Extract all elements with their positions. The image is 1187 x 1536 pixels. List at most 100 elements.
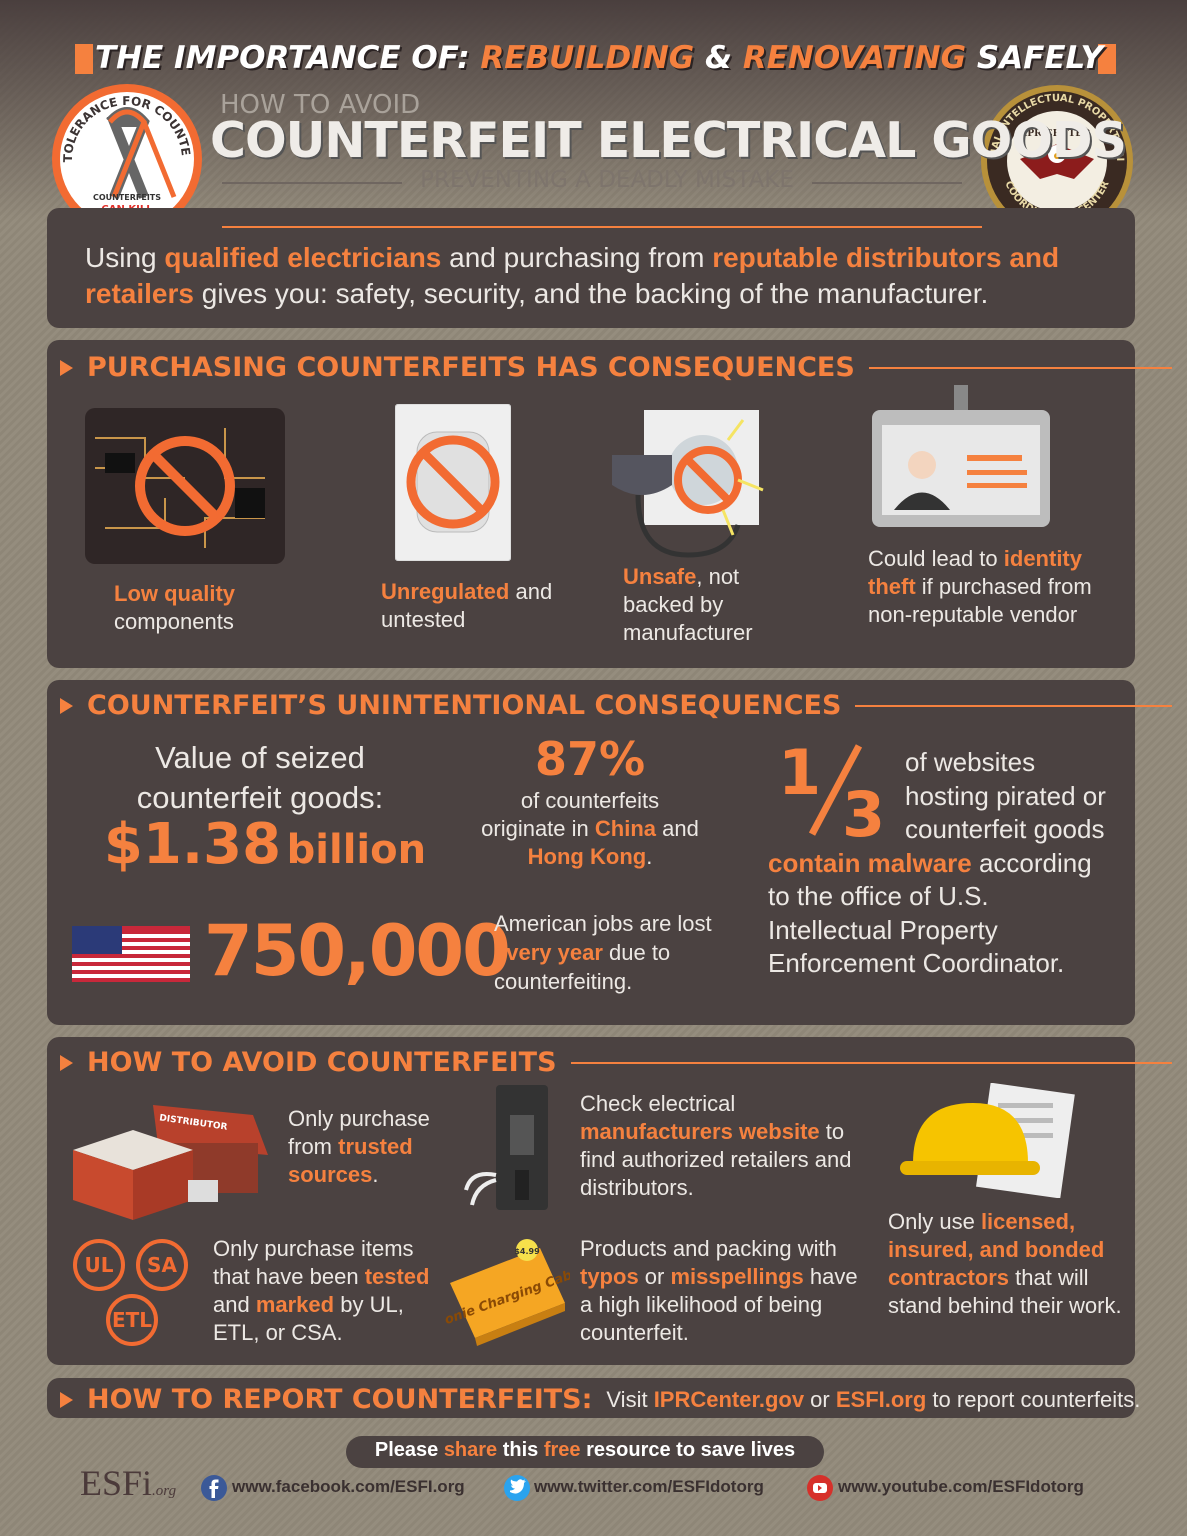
arrow: [60, 1054, 73, 1071]
text: Visit: [606, 1386, 654, 1412]
text: Only purchase items that have been: [213, 1236, 414, 1289]
text: Please: [374, 1439, 444, 1461]
item-text: Unregulated and untested: [381, 578, 561, 634]
text: and untested: [381, 579, 553, 632]
numerator: 1: [778, 736, 822, 809]
highlight-text: qualified electricians: [164, 242, 442, 273]
title: COUNTERFEIT ELECTRICAL GOODS: [210, 112, 1127, 169]
section-heading: COUNTERFEIT’S UNINTENTIONAL CONSEQUENCES: [60, 690, 1172, 721]
section-heading: HOW TO REPORT COUNTERFEITS: Visit IPRCen…: [60, 1384, 1140, 1415]
text: by UL, ETL, or CSA.: [213, 1292, 404, 1345]
text: resource to save lives: [580, 1439, 796, 1461]
text: Only use: [888, 1209, 981, 1234]
text: gives you: safety, security, and the bac…: [193, 278, 989, 309]
text: of websites hosting pirated or counterfe…: [905, 747, 1106, 844]
badge-text: IPR CENTER: [1023, 127, 1092, 139]
kicker: HOW TO AVOID: [220, 90, 421, 120]
highlight-text: trusted sources: [288, 1134, 413, 1187]
text: THE IMPORTANCE OF:: [95, 40, 481, 76]
text: this: [497, 1439, 544, 1461]
amount: $1.38: [103, 812, 282, 877]
rule: [868, 366, 1172, 369]
badge-text: COUNTERFEITS: [93, 193, 161, 202]
item-text: Low quality components: [114, 580, 314, 636]
text: Products and packing with: [580, 1236, 837, 1261]
fraction: 1 3: [770, 736, 900, 851]
highlight-text: share: [443, 1439, 498, 1461]
subtitle: PREVENTING A DEADLY MISTAKE: [420, 167, 794, 193]
heading-text: HOW TO AVOID COUNTERFEITS: [87, 1047, 557, 1078]
highlight-text: RENOVATING: [742, 40, 967, 76]
highlight-text: China: [594, 816, 657, 841]
text: or: [638, 1264, 671, 1289]
unit: billion: [286, 827, 427, 873]
text: &: [694, 40, 743, 76]
link[interactable]: www.youtube.com/ESFIdotorg: [838, 1477, 1084, 1496]
text: or: [804, 1386, 836, 1412]
arrow: [60, 1391, 73, 1408]
tip-text: Only use licensed, insured, and bonded c…: [888, 1208, 1128, 1320]
heading-text: PURCHASING COUNTERFEITS HAS CONSEQUENCES: [87, 352, 855, 383]
banner-bar: [75, 44, 93, 74]
text: if purchased from non-reputable vendor: [868, 574, 1092, 627]
tip-text: Only purchase items that have been teste…: [213, 1235, 443, 1347]
spacer: [768, 746, 905, 846]
highlight-text: every year: [494, 940, 603, 965]
highlight-text: Unsafe: [623, 564, 697, 589]
highlight-text: reputable distributors and retailers: [85, 242, 1060, 309]
text: according to the office of U.S. Intellec…: [768, 847, 1092, 979]
highlight-text: Hong Kong: [527, 844, 647, 869]
link[interactable]: www.twitter.com/ESFIdotorg: [534, 1477, 764, 1496]
icon-hardhat: [900, 1083, 1075, 1198]
text: Could lead to: [868, 546, 1004, 571]
highlight-text: marked: [255, 1292, 335, 1317]
icon-outlet: [395, 404, 511, 561]
stat-figure: 750,000: [204, 910, 511, 992]
text: SAFELY: [966, 40, 1103, 76]
banner-bar: [1098, 44, 1116, 74]
link[interactable]: www.facebook.com/ESFI.org: [232, 1477, 465, 1496]
text: .: [646, 844, 653, 869]
youtube-icon: [807, 1475, 833, 1501]
tip-text: Only purchase from trusted sources.: [288, 1105, 458, 1189]
highlight-text: typos: [580, 1264, 639, 1289]
text: Check electrical: [580, 1091, 736, 1116]
text: , not backed by manufacturer: [623, 564, 753, 645]
icon-marks: UL SA ETL: [73, 1239, 188, 1346]
section-heading: HOW TO AVOID COUNTERFEITS: [60, 1047, 1172, 1078]
intro-box: [47, 208, 1135, 328]
svg-text:UL: UL: [85, 1253, 114, 1277]
icon-breaker: [464, 1085, 548, 1210]
text: Only purchase from: [288, 1106, 430, 1159]
text: have a high likelihood of being counterf…: [580, 1264, 858, 1345]
heading-text: COUNTERFEIT’S UNINTENTIONAL CONSEQUENCES: [87, 690, 842, 721]
rule: [855, 704, 1172, 707]
stat-text: American jobs are lost every year due to…: [494, 909, 724, 996]
highlight-text: licensed, insured, and bonded contractor…: [888, 1209, 1105, 1290]
banner: THE IMPORTANCE OF: REBUILDING & RENOVATI…: [95, 40, 1103, 76]
text: and purchasing from: [441, 242, 713, 273]
text: to find authorized retailers and distrib…: [580, 1119, 852, 1200]
tip-text: Check electrical manufacturers website t…: [580, 1090, 860, 1202]
twitter-icon: [504, 1475, 530, 1501]
stat-text: of websites hosting pirated or counterfe…: [768, 747, 1106, 978]
item-text: Could lead to identity theft if purchase…: [868, 545, 1118, 629]
icon-id: [872, 385, 1050, 527]
rule: [570, 1061, 1172, 1064]
icon-stores: DISTRIBUTOR: [73, 1105, 268, 1220]
highlight-text: free: [543, 1439, 581, 1461]
text: of counterfeits originate in: [481, 788, 660, 841]
denominator: 3: [842, 778, 886, 851]
share-text: Please share this free resource to save …: [346, 1439, 824, 1462]
avoid-box: [47, 1037, 1135, 1365]
highlight-text: Low quality: [114, 581, 235, 606]
text: due to counterfeiting.: [494, 940, 671, 994]
icon-plug: [612, 410, 764, 558]
unintentional-box: [47, 680, 1135, 1025]
stat-text: of counterfeits originate in China and H…: [480, 787, 700, 871]
highlight-text: REBUILDING: [480, 40, 695, 76]
logo: ESFi.org: [80, 1462, 176, 1504]
text: that will stand behind their work.: [888, 1265, 1122, 1318]
facebook-icon: [201, 1475, 227, 1501]
